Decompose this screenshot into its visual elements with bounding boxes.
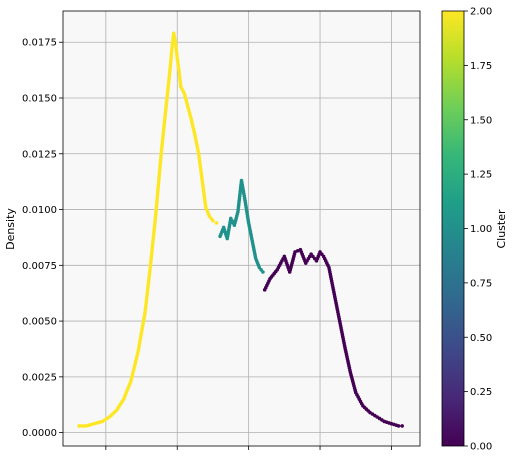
data-point-cluster-0 [396,424,401,428]
colorbar-tick-label: 2.00 [470,7,492,18]
data-point-cluster-1 [261,270,265,274]
y-tick-label: 0.0100 [22,205,57,216]
colorbar-ticks: 0.00 0.25 0.50 0.75 1.00 1.25 1.50 1.75 2.00 [464,7,492,453]
colorbar-tick-label: 0.75 [470,278,492,289]
plot-background [63,11,420,446]
y-tick-label: 0.0125 [22,149,57,160]
data-point-cluster-2 [214,221,219,225]
y-tick-label: 0.0025 [22,372,57,383]
data-points [77,31,404,428]
colorbar-tick-label: 1.00 [470,224,492,235]
data-point-cluster-2 [211,218,215,223]
colorbar-tick-label: 1.75 [470,61,492,72]
colorbar-tick-label: 1.50 [470,115,492,126]
colorbar-tick-label: 0.50 [470,333,492,344]
grid-lines [63,11,420,446]
y-tick-label: 0.0150 [22,94,57,105]
colorbar-fill [442,11,464,446]
y-tick-label: 0.0000 [22,428,57,439]
y-tick-label: 0.0175 [22,38,57,49]
colorbar-label: Cluster [495,209,508,249]
x-axis [105,446,392,450]
plot-area: 0.0000 0.0025 0.0050 0.0075 0.0100 0.0125 0.01… [4,10,421,450]
plot-frame [62,10,421,447]
y-axis: 0.0000 0.0025 0.0050 0.0075 0.0100 0.0125 0.01… [22,38,63,439]
y-axis-label: Density [4,208,17,250]
data-point-cluster-0 [400,424,404,428]
y-tick-label: 0.0075 [22,261,57,272]
colorbar-tick-label: 0.25 [470,387,492,398]
y-tick-label: 0.0050 [22,317,57,328]
colorbar: 0.00 0.25 0.50 0.75 1.00 1.25 1.50 1.75 2.00 Clu… [441,7,508,453]
colorbar-tick-label: 1.25 [470,170,492,181]
colorbar-tick-label: 0.00 [470,442,492,453]
